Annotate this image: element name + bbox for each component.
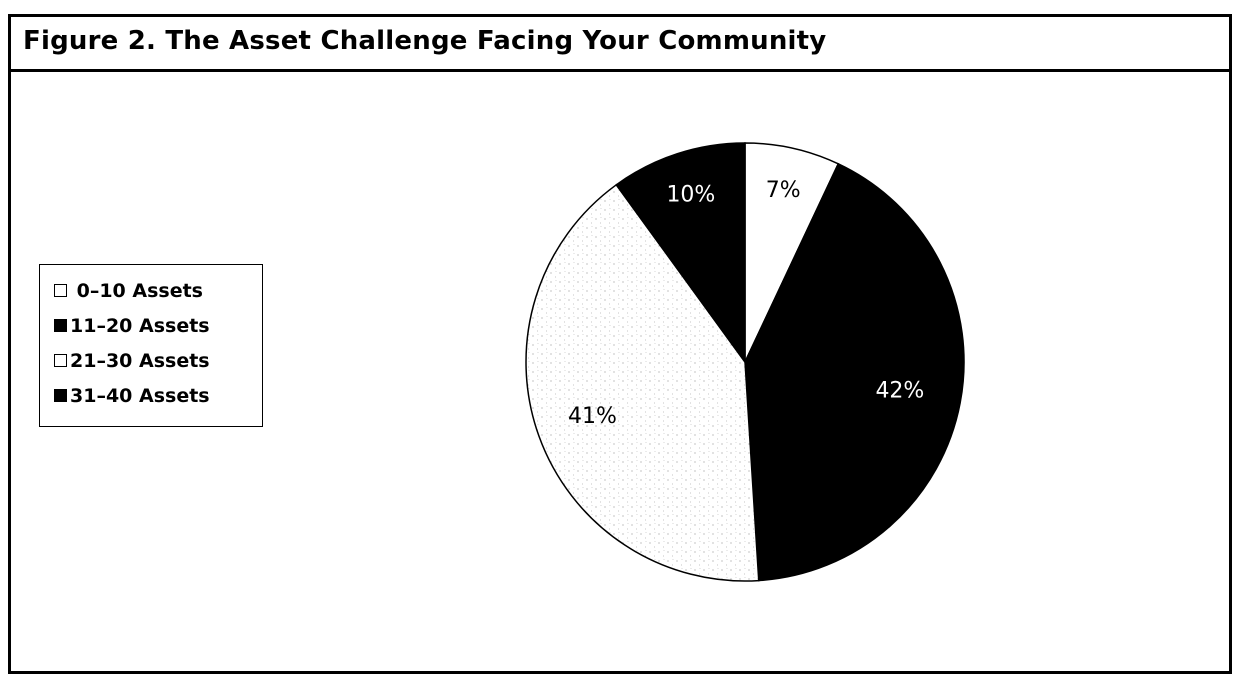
pie-slice xyxy=(744,162,965,582)
legend-swatch-white xyxy=(54,284,67,297)
slice-label: 41% xyxy=(568,404,617,429)
chart-legend: 0–10 Assets 11–20 Assets 21–30 Assets 31… xyxy=(39,264,263,427)
slice-label: 10% xyxy=(666,182,715,207)
pie-chart: 7% 42% 41% 10% xyxy=(525,142,965,582)
legend-label: 31–40 Assets xyxy=(70,384,210,407)
slice-label: 42% xyxy=(875,379,924,404)
legend-swatch-black xyxy=(54,389,67,402)
pie-labels: 7% 42% 41% 10% xyxy=(568,178,924,429)
pie-slices xyxy=(525,142,965,582)
figure-title: Figure 2. The Asset Challenge Facing You… xyxy=(23,26,827,56)
pie-slice xyxy=(615,142,746,365)
legend-item-11-20: 11–20 Assets xyxy=(54,308,262,343)
legend-item-21-30: 21–30 Assets xyxy=(54,343,262,378)
legend-swatch-black xyxy=(54,319,67,332)
legend-item-31-40: 31–40 Assets xyxy=(54,378,262,413)
legend-item-0-10: 0–10 Assets xyxy=(54,273,262,308)
legend-label: 21–30 Assets xyxy=(70,349,210,372)
title-bar: Figure 2. The Asset Challenge Facing You… xyxy=(11,17,1229,72)
pie-slice xyxy=(525,183,760,582)
legend-swatch-white xyxy=(54,354,67,367)
slice-label: 7% xyxy=(766,178,801,203)
legend-label: 0–10 Assets xyxy=(70,279,203,302)
legend-label: 11–20 Assets xyxy=(70,314,210,337)
